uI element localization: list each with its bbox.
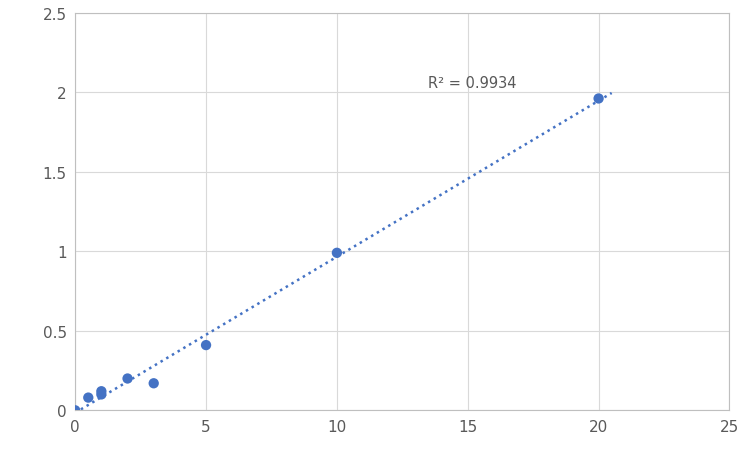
Point bbox=[122, 375, 134, 382]
Point bbox=[69, 407, 81, 414]
Point bbox=[82, 394, 94, 401]
Point bbox=[96, 388, 108, 395]
Text: R² = 0.9934: R² = 0.9934 bbox=[429, 76, 517, 91]
Point bbox=[96, 391, 108, 398]
Point bbox=[593, 96, 605, 103]
Point bbox=[147, 380, 159, 387]
Point bbox=[200, 342, 212, 349]
Point bbox=[331, 250, 343, 257]
